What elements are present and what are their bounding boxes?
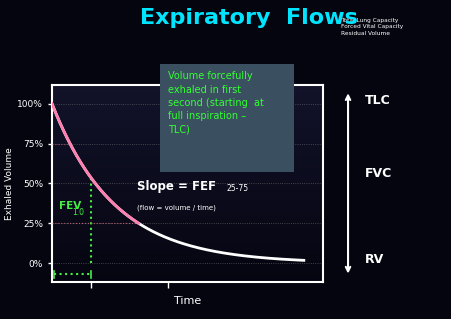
Bar: [52, 149, 322, 151]
FancyBboxPatch shape: [160, 64, 293, 172]
Bar: [52, 146, 322, 149]
Text: Expiratory  Flows: Expiratory Flows: [140, 8, 357, 28]
Bar: [52, 275, 322, 277]
Text: Total Lung Capacity
Forced Vital Capacity
Residual Volume: Total Lung Capacity Forced Vital Capacit…: [341, 18, 403, 36]
Bar: [52, 90, 322, 92]
Bar: [52, 238, 322, 240]
Bar: [52, 245, 322, 248]
Bar: [52, 181, 322, 183]
Bar: [52, 255, 322, 258]
Bar: [52, 267, 322, 270]
Bar: [52, 112, 322, 114]
Bar: [52, 94, 322, 97]
Bar: [52, 253, 322, 255]
Bar: [52, 213, 322, 216]
Bar: [52, 248, 322, 250]
Bar: [52, 193, 322, 196]
Bar: [52, 144, 322, 146]
Bar: [52, 131, 322, 134]
Bar: [52, 139, 322, 141]
Bar: [52, 263, 322, 265]
Bar: [52, 218, 322, 220]
Text: FEV: FEV: [59, 201, 81, 211]
Bar: [52, 100, 322, 102]
Bar: [52, 166, 322, 168]
Bar: [52, 201, 322, 203]
Bar: [52, 85, 322, 87]
Bar: [52, 119, 322, 122]
Bar: [52, 151, 322, 154]
Bar: [52, 228, 322, 230]
Text: RV: RV: [364, 254, 383, 266]
Bar: [52, 223, 322, 226]
Bar: [52, 174, 322, 176]
Bar: [52, 265, 322, 267]
Bar: [52, 186, 322, 188]
Bar: [52, 87, 322, 90]
Bar: [52, 230, 322, 233]
Bar: [52, 168, 322, 171]
Bar: [52, 137, 322, 139]
Bar: [52, 235, 322, 238]
Bar: [52, 243, 322, 245]
Bar: [52, 260, 322, 263]
Bar: [52, 233, 322, 235]
Bar: [52, 203, 322, 206]
Bar: [52, 206, 322, 208]
Text: 25-75: 25-75: [226, 184, 249, 193]
Bar: [52, 208, 322, 211]
Bar: [52, 196, 322, 198]
Bar: [52, 159, 322, 161]
Bar: [52, 109, 322, 112]
Bar: [52, 134, 322, 137]
Bar: [52, 216, 322, 218]
Bar: [52, 183, 322, 186]
Bar: [52, 171, 322, 174]
Bar: [52, 127, 322, 129]
Bar: [52, 156, 322, 159]
Bar: [52, 178, 322, 181]
Bar: [52, 122, 322, 124]
Bar: [52, 258, 322, 260]
Bar: [52, 240, 322, 243]
X-axis label: Time: Time: [174, 295, 201, 306]
Bar: [52, 188, 322, 191]
Bar: [52, 191, 322, 193]
Text: 1.0: 1.0: [72, 208, 83, 217]
Bar: [52, 220, 322, 223]
Bar: [52, 92, 322, 94]
Bar: [52, 104, 322, 107]
Text: Volume forcefully
exhaled in first
second (starting  at
full inspiration –
TLC): Volume forcefully exhaled in first secon…: [168, 71, 264, 134]
Bar: [52, 164, 322, 166]
Bar: [52, 226, 322, 228]
Bar: [52, 107, 322, 109]
Bar: [52, 102, 322, 104]
Bar: [52, 97, 322, 100]
Bar: [52, 250, 322, 253]
Bar: [52, 272, 322, 275]
Text: Slope = FEF: Slope = FEF: [137, 180, 215, 193]
Bar: [52, 161, 322, 164]
Bar: [52, 270, 322, 272]
Bar: [52, 114, 322, 117]
Bar: [52, 176, 322, 178]
Bar: [52, 277, 322, 280]
Bar: [52, 211, 322, 213]
Bar: [52, 129, 322, 131]
Bar: [52, 117, 322, 119]
Bar: [52, 141, 322, 144]
Bar: [52, 154, 322, 156]
Text: TLC: TLC: [364, 94, 390, 108]
Text: (flow = volume / time): (flow = volume / time): [137, 204, 215, 211]
Bar: [52, 124, 322, 127]
Bar: [52, 198, 322, 201]
Bar: [52, 280, 322, 282]
Y-axis label: Exhaled Volume: Exhaled Volume: [5, 147, 14, 220]
Text: FVC: FVC: [364, 167, 391, 180]
